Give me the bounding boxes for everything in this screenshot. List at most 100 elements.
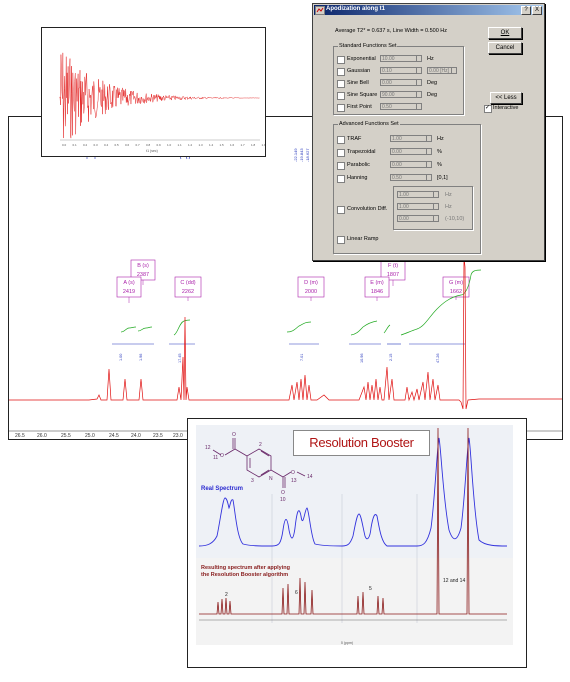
unit-label: Hz bbox=[427, 56, 434, 62]
dialog-title: Apodization along t1 bbox=[326, 6, 385, 12]
axis-tick: 25.5 bbox=[61, 433, 71, 439]
axis-tick: 26.0 bbox=[37, 433, 47, 439]
fid-tick-label: 1.0 bbox=[167, 143, 172, 147]
group-label: Advanced Functions Set bbox=[338, 121, 400, 127]
fid-tick-label: 0.4 bbox=[104, 143, 109, 147]
peak-label-value: 2000 bbox=[305, 289, 317, 295]
interactive-label: Interactive bbox=[493, 105, 519, 111]
integral-value: 2.15 bbox=[389, 354, 393, 361]
sine-square-checkbox[interactable] bbox=[337, 92, 345, 100]
help-button[interactable]: ? bbox=[521, 6, 531, 15]
trapezoidal-checkbox[interactable] bbox=[337, 149, 345, 157]
molecule-label: O bbox=[232, 432, 236, 438]
ok-button[interactable]: OK bbox=[488, 27, 522, 39]
traf-checkbox[interactable] bbox=[337, 136, 345, 144]
first-point-checkbox[interactable] bbox=[337, 104, 345, 112]
dialog-titlebar[interactable]: Apodization along t1 ? X bbox=[314, 5, 543, 15]
hanning-label: Hanning bbox=[347, 175, 368, 181]
linear-ramp-checkbox[interactable] bbox=[337, 236, 345, 244]
convolution-field-3[interactable]: 0.00 bbox=[397, 215, 439, 222]
unit-label: Deg bbox=[427, 92, 438, 98]
peak-label-value: 2262 bbox=[182, 289, 194, 295]
fid-tick-label: 1.3 bbox=[199, 143, 204, 147]
fid-tick-label: 0.5 bbox=[115, 143, 120, 147]
top-shift-label: -18.627 bbox=[305, 148, 310, 162]
molecule-label: 11 bbox=[213, 455, 218, 461]
average-t2-info: Average T2* = 0.637 s, Line Width = 0.50… bbox=[335, 28, 448, 34]
sine-square-label: Sine Square bbox=[347, 92, 378, 98]
unit-label: Hz bbox=[445, 204, 452, 210]
less-button[interactable]: << Less bbox=[490, 92, 522, 104]
fid-tick-label: 0.6 bbox=[125, 143, 130, 147]
real-spectrum-label: Real Spectrum bbox=[201, 486, 244, 492]
peak-label-letter: C (dd) bbox=[180, 280, 195, 286]
first-point-field[interactable]: 0.50 bbox=[380, 103, 422, 110]
sine-bell-label: Sine Bell bbox=[347, 80, 369, 86]
exponential-field[interactable]: 10.00 bbox=[380, 55, 422, 62]
standard-functions-group: Standard Functions Set bbox=[333, 43, 464, 115]
molecule-label: 14 bbox=[307, 474, 313, 480]
close-button[interactable]: X bbox=[532, 6, 542, 15]
peak-label-letter: A (s) bbox=[123, 280, 134, 286]
peak-label-value: 1846 bbox=[371, 289, 383, 295]
convolution-field-1[interactable]: 1.00 bbox=[397, 191, 439, 198]
molecule-structure bbox=[212, 438, 306, 488]
peak-annotation: 12 and 14 bbox=[443, 578, 465, 584]
peak-annotation: 2 bbox=[225, 592, 228, 598]
spectrum-plot: -22.149 -19.843 -18.627 B (s) 2387 A (s)… bbox=[9, 148, 562, 439]
molecule-label: O bbox=[281, 490, 285, 496]
integral-value: 1.96 bbox=[139, 354, 143, 361]
fid-trace bbox=[59, 52, 260, 139]
axis-tick: 26.5 bbox=[15, 433, 25, 439]
hanning-checkbox[interactable] bbox=[337, 175, 345, 183]
unit-label: % bbox=[437, 162, 442, 168]
apodization-dialog: Apodization along t1 ? X Average T2* = 0… bbox=[312, 3, 545, 261]
group-label: Standard Functions Set bbox=[338, 43, 398, 49]
fid-tick-label: 0.7 bbox=[136, 143, 141, 147]
fid-trace-path bbox=[59, 52, 260, 139]
fid-tick-label: 1.6 bbox=[230, 143, 235, 147]
peak-label-value: 2387 bbox=[137, 272, 149, 278]
integral-value: 10.96 bbox=[360, 353, 364, 363]
resolution-booster-result-area bbox=[196, 558, 513, 645]
first-point-label: First Point bbox=[347, 104, 372, 110]
gaussian-extra-select[interactable]: 0.00 [Hz] bbox=[427, 67, 457, 74]
peak-label-letter: G (m) bbox=[449, 280, 463, 286]
peak-annotation: 6 bbox=[295, 590, 298, 596]
interactive-checkbox[interactable] bbox=[484, 104, 492, 113]
resolution-booster-graphics: 12 O 11 O 3 N O 13 14 O 10 2 δ (ppm) 2 6… bbox=[198, 427, 508, 645]
molecule-label: O bbox=[220, 453, 224, 459]
fid-tick-label: 1.4 bbox=[209, 143, 214, 147]
gaussian-field[interactable]: 0.10 bbox=[380, 67, 422, 74]
hanning-field[interactable]: 0.50 bbox=[390, 174, 432, 181]
gaussian-checkbox[interactable] bbox=[337, 68, 345, 76]
convolution-field-2[interactable]: 1.00 bbox=[397, 203, 439, 210]
cancel-button[interactable]: Cancel bbox=[488, 42, 522, 54]
parabolic-field[interactable]: 0.00 bbox=[390, 161, 432, 168]
fid-tick-label: 0.8 bbox=[146, 143, 151, 147]
fid-tick-label: 1.5 bbox=[220, 143, 225, 147]
sine-bell-checkbox[interactable] bbox=[337, 80, 345, 88]
convolution-label: Convolution Diff. bbox=[347, 206, 388, 212]
trapezoidal-field[interactable]: 0.00 bbox=[390, 148, 432, 155]
real-spectrum-trace bbox=[198, 437, 508, 547]
integral-value: 47.26 bbox=[436, 353, 440, 363]
integral-value: 17.45 bbox=[178, 353, 182, 363]
traf-field[interactable]: 1.00 bbox=[390, 135, 432, 142]
parabolic-label: Parabolic bbox=[347, 162, 370, 168]
unit-label: Deg bbox=[427, 80, 438, 86]
convolution-checkbox[interactable] bbox=[337, 206, 345, 214]
fid-axis-unit: t1 (sec) bbox=[146, 149, 158, 153]
app-icon bbox=[315, 6, 325, 15]
convolution-subgroup bbox=[393, 186, 473, 230]
advanced-functions-group: Advanced Functions Set bbox=[333, 121, 481, 254]
resolution-booster-title: Resolution Booster bbox=[293, 430, 430, 456]
sine-bell-field[interactable]: 0.00 bbox=[380, 79, 422, 86]
axis-tick: 24.0 bbox=[131, 433, 141, 439]
sine-square-field[interactable]: 90.00 bbox=[380, 91, 422, 98]
parabolic-checkbox[interactable] bbox=[337, 162, 345, 170]
fid-tick-label: 1.2 bbox=[188, 143, 193, 147]
exponential-checkbox[interactable] bbox=[337, 56, 345, 64]
spectrum-trace bbox=[9, 256, 562, 410]
traf-label: TRAF bbox=[347, 136, 362, 142]
